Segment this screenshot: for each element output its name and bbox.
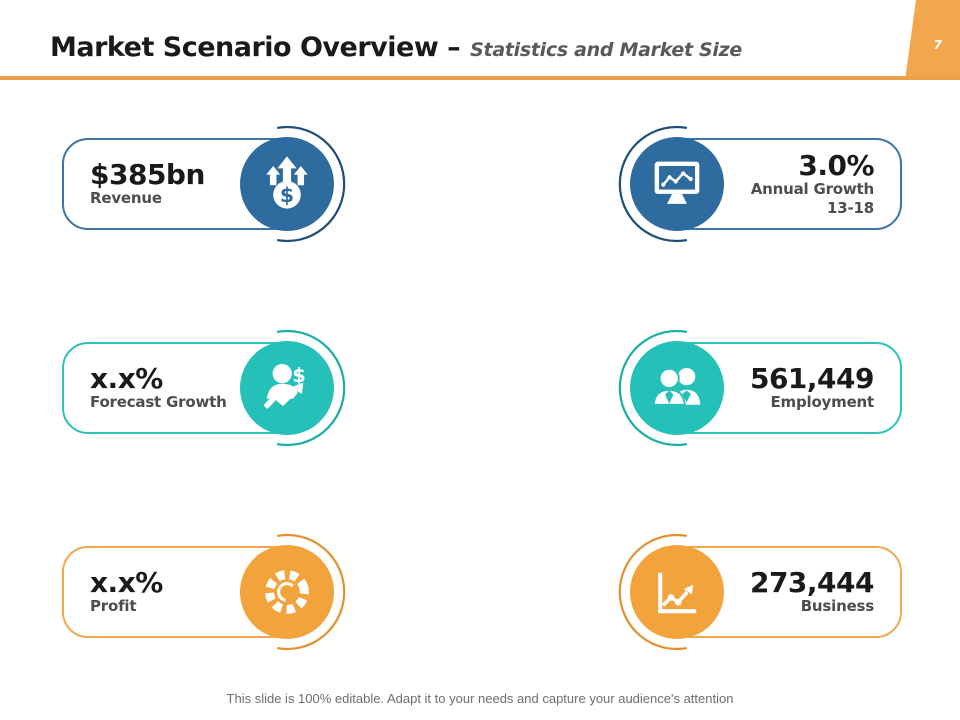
svg-text:$: $ — [292, 364, 305, 387]
stat-card-revenue: $385bn Revenue $ — [62, 125, 347, 243]
subtitle-text: Statistics and Market Size — [470, 39, 742, 61]
stat-value: x.x% — [90, 361, 163, 395]
header-divider — [0, 76, 960, 80]
monitor-chart-icon — [630, 137, 724, 231]
stat-card-employment: 561,449 Employment — [617, 329, 902, 447]
stat-label: Revenue — [90, 189, 162, 208]
stat-label: Profit — [90, 597, 137, 616]
money-growth-icon: $ — [240, 137, 334, 231]
page-number: 7 — [933, 38, 942, 52]
stat-value: 273,444 — [749, 565, 875, 599]
title-text: Market Scenario Overview – — [50, 32, 461, 63]
stat-label: Annual Growth — [750, 179, 874, 198]
stat-label: Business — [800, 597, 874, 616]
page-number-tab — [905, 0, 960, 77]
stat-value: 3.0% — [798, 148, 874, 182]
svg-text:$: $ — [280, 183, 294, 207]
stat-card-forecast-growth: x.x% Forecast Growth $ — [62, 329, 347, 447]
stat-value: 561,449 — [749, 361, 875, 395]
businesswoman-growth-icon: $ — [240, 341, 334, 435]
stat-card-annual-growth: 3.0% Annual Growth 13-18 — [617, 125, 902, 243]
stat-card-business: 273,444 Business — [617, 533, 902, 651]
footer-note: This slide is 100% editable. Adapt it to… — [226, 691, 734, 706]
team-icon — [630, 341, 724, 435]
stat-value: x.x% — [90, 565, 163, 599]
stat-value: $385bn — [90, 157, 205, 191]
donut-chart-icon — [240, 545, 334, 639]
stat-label: Forecast Growth — [90, 393, 227, 412]
stat-card-profit: x.x% Profit — [62, 533, 347, 651]
line-chart-icon — [630, 545, 724, 639]
stat-sublabel: 13-18 — [827, 198, 874, 217]
stat-label: Employment — [770, 393, 875, 412]
page-title: Market Scenario Overview – Statistics and… — [50, 32, 742, 63]
